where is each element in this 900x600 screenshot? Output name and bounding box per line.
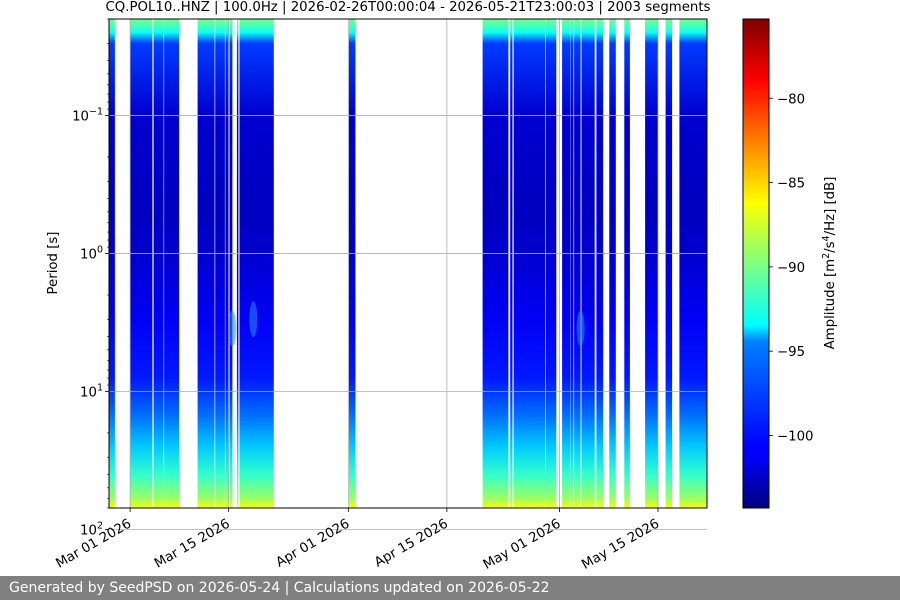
data-segment (679, 19, 707, 508)
data-segment (570, 19, 574, 508)
colorbar-tick-label: −95 (777, 345, 805, 360)
spectrogram-area (109, 19, 707, 508)
data-segment (153, 19, 164, 508)
y-tick-label-base: 10 (80, 385, 97, 400)
grid (109, 19, 707, 530)
colorbar-axis: −80 −85 −90 −95 −100 (769, 92, 814, 444)
data-segment (609, 19, 616, 508)
colorbar (742, 18, 770, 509)
y-tick-label-base: 10 (72, 109, 89, 124)
data-segment (513, 19, 546, 508)
data-segment (236, 19, 239, 508)
data-segment (229, 19, 233, 508)
psd-spot (228, 310, 237, 347)
data-segment (164, 19, 180, 508)
data-segment (581, 19, 595, 508)
y-axis-label: Period [s] (46, 232, 61, 295)
data-segment (109, 19, 115, 508)
y-tick-label: 10−1 (72, 106, 103, 124)
colorbar-label-suffix: /Hz] [dB] (823, 177, 838, 236)
y-tick-label-base: 10 (80, 247, 97, 262)
colorbar-label-prefix: Amplitude [m (823, 259, 838, 350)
y-tick-label-base: 10 (80, 523, 97, 538)
x-tick-label: May 01 2026 (481, 516, 564, 572)
colorbar-tick-label: −85 (777, 177, 805, 192)
colorbar-label: Amplitude [m2/s4/Hz] [dB] (821, 177, 838, 350)
y-tick-label-exponent: 2 (97, 520, 103, 531)
y-tick-label-exponent: −1 (89, 106, 103, 117)
y-tick-label: 100 (80, 244, 103, 262)
x-tick-label: Mar 15 2026 (152, 516, 233, 571)
data-segment (645, 19, 658, 508)
data-segment (225, 19, 229, 508)
data-segment (239, 19, 274, 508)
data-segment (215, 19, 225, 508)
plot-frame (108, 18, 708, 509)
colorbar-label-mid: /s (823, 241, 838, 252)
y-tick-label-exponent: 0 (97, 244, 103, 255)
y-tick-label: 101 (80, 382, 103, 400)
data-segment (562, 19, 570, 508)
x-axis: Mar 01 2026 Mar 15 2026 Apr 01 2026 Apr 15 … (54, 508, 662, 573)
data-segment (197, 19, 215, 508)
data-segment (624, 19, 630, 508)
data-segment (574, 19, 581, 508)
data-segment (130, 19, 153, 508)
y-tick-label: 102 (80, 520, 103, 538)
colorbar-label-sup2: 4 (821, 235, 832, 241)
colorbar-label-sup1: 2 (821, 253, 832, 259)
data-segment (596, 19, 604, 508)
colorbar-tick-label: −80 (777, 92, 805, 107)
x-tick-label: May 15 2026 (579, 516, 662, 572)
data-segment (348, 19, 356, 508)
data-segment (665, 19, 673, 508)
data-segment (482, 19, 509, 508)
psd-spot (249, 301, 258, 338)
data-segment (546, 19, 557, 508)
chart-title: CQ.POL10..HNZ | 100.0Hz | 2026-02-26T00:… (106, 0, 711, 15)
colorbar-tick-label: −90 (777, 261, 805, 276)
y-tick-label-exponent: 1 (97, 382, 103, 393)
x-tick-label: Apr 01 2026 (274, 516, 353, 570)
x-tick-label: Apr 15 2026 (372, 516, 451, 570)
psd-chart: CQ.POL10..HNZ | 100.0Hz | 2026-02-26T00:… (46, 0, 838, 573)
psd-spot (576, 310, 585, 347)
data-segment (510, 19, 513, 508)
footer: Generated by SeedPSD on 2026-05-24 | Cal… (0, 576, 900, 600)
colorbar-tick-label: −100 (777, 429, 814, 444)
